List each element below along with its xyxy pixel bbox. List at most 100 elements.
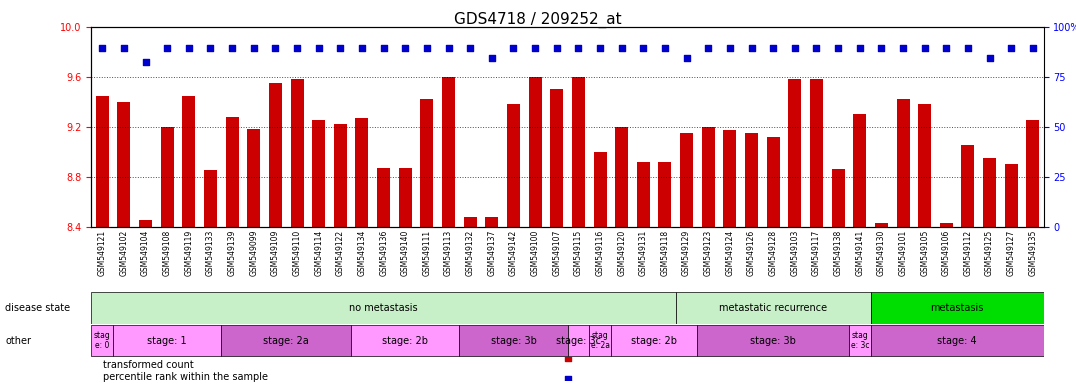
Text: GSM549103: GSM549103 <box>791 230 799 276</box>
Point <box>981 55 999 61</box>
FancyBboxPatch shape <box>676 293 870 324</box>
Point <box>224 45 241 51</box>
Bar <box>615 127 628 227</box>
Text: GSM549119: GSM549119 <box>184 230 194 276</box>
Bar <box>399 168 412 227</box>
Text: GSM549099: GSM549099 <box>250 230 258 276</box>
Text: GSM549136: GSM549136 <box>379 230 388 276</box>
Text: metastatic recurrence: metastatic recurrence <box>719 303 827 313</box>
Point <box>181 45 198 51</box>
Text: stage: 2b: stage: 2b <box>382 336 428 346</box>
Text: GSM549130: GSM549130 <box>877 230 886 276</box>
Text: GSM549141: GSM549141 <box>855 230 864 276</box>
Point <box>245 45 263 51</box>
Bar <box>464 217 477 227</box>
Text: other: other <box>5 336 31 346</box>
Text: GSM549115: GSM549115 <box>574 230 583 276</box>
FancyBboxPatch shape <box>91 293 676 324</box>
Bar <box>896 99 909 227</box>
Text: GSM549121: GSM549121 <box>98 230 107 276</box>
Text: GSM549124: GSM549124 <box>725 230 735 276</box>
Text: GSM549113: GSM549113 <box>444 230 453 276</box>
FancyBboxPatch shape <box>697 325 849 356</box>
Text: GSM549112: GSM549112 <box>963 230 973 276</box>
Point <box>331 45 349 51</box>
Bar <box>789 79 802 227</box>
Text: GSM549133: GSM549133 <box>206 230 215 276</box>
Text: GSM549142: GSM549142 <box>509 230 518 276</box>
Bar <box>939 223 953 227</box>
Text: stag
e: 0: stag e: 0 <box>94 331 111 351</box>
Bar <box>355 118 368 227</box>
Point <box>830 45 847 51</box>
Bar <box>226 117 239 227</box>
Bar <box>680 133 693 227</box>
Point <box>613 45 631 51</box>
FancyBboxPatch shape <box>91 325 113 356</box>
Point <box>916 45 933 51</box>
Text: GSM549108: GSM549108 <box>162 230 172 276</box>
Point <box>656 45 674 51</box>
Text: stage: 4: stage: 4 <box>937 336 977 346</box>
Bar <box>507 104 520 227</box>
Text: stag
e: 3c: stag e: 3c <box>850 331 869 351</box>
Point <box>310 45 327 51</box>
Point <box>267 45 284 51</box>
Text: GSM549139: GSM549139 <box>228 230 237 276</box>
Point <box>873 45 890 51</box>
Text: GSM549128: GSM549128 <box>768 230 778 276</box>
FancyBboxPatch shape <box>611 325 697 356</box>
Bar <box>528 77 541 227</box>
Bar <box>204 170 217 227</box>
Bar <box>637 162 650 227</box>
Text: GSM549117: GSM549117 <box>812 230 821 276</box>
Bar <box>291 79 303 227</box>
Bar <box>702 127 714 227</box>
Text: GSM549111: GSM549111 <box>423 230 431 276</box>
Bar <box>723 131 736 227</box>
Text: GSM549100: GSM549100 <box>530 230 540 276</box>
Point <box>765 45 782 51</box>
Bar <box>594 152 607 227</box>
Text: GSM549104: GSM549104 <box>141 230 150 276</box>
FancyBboxPatch shape <box>590 325 611 356</box>
Bar <box>875 223 888 227</box>
Bar <box>421 99 434 227</box>
FancyBboxPatch shape <box>849 325 870 356</box>
Point <box>202 45 220 51</box>
Text: GSM549138: GSM549138 <box>834 230 843 276</box>
Text: no metastasis: no metastasis <box>350 303 417 313</box>
Text: percentile rank within the sample: percentile rank within the sample <box>103 372 268 382</box>
Text: GSM549132: GSM549132 <box>466 230 475 276</box>
Text: GSM549137: GSM549137 <box>487 230 496 276</box>
Point <box>560 355 577 361</box>
Text: GSM549125: GSM549125 <box>986 230 994 276</box>
Text: GSM549116: GSM549116 <box>595 230 605 276</box>
Bar <box>767 137 780 227</box>
Bar <box>983 158 996 227</box>
Point <box>592 45 609 51</box>
Point <box>937 45 954 51</box>
Text: GSM549109: GSM549109 <box>271 230 280 276</box>
Bar <box>247 129 260 227</box>
Text: GSM549126: GSM549126 <box>747 230 756 276</box>
Bar <box>182 96 196 227</box>
Text: GSM549101: GSM549101 <box>898 230 907 276</box>
Point <box>851 45 868 51</box>
Text: disease state: disease state <box>5 303 71 313</box>
FancyBboxPatch shape <box>870 325 1044 356</box>
Bar <box>810 79 823 227</box>
Bar <box>117 102 130 227</box>
Bar <box>312 121 325 227</box>
Point <box>678 55 695 61</box>
FancyBboxPatch shape <box>113 325 222 356</box>
Bar <box>659 162 671 227</box>
Bar <box>485 217 498 227</box>
Point <box>699 45 717 51</box>
Bar <box>962 146 975 227</box>
FancyBboxPatch shape <box>351 325 459 356</box>
Point <box>353 45 370 51</box>
Point <box>158 45 175 51</box>
Text: GSM549107: GSM549107 <box>552 230 562 276</box>
Text: transformed count: transformed count <box>103 360 194 370</box>
